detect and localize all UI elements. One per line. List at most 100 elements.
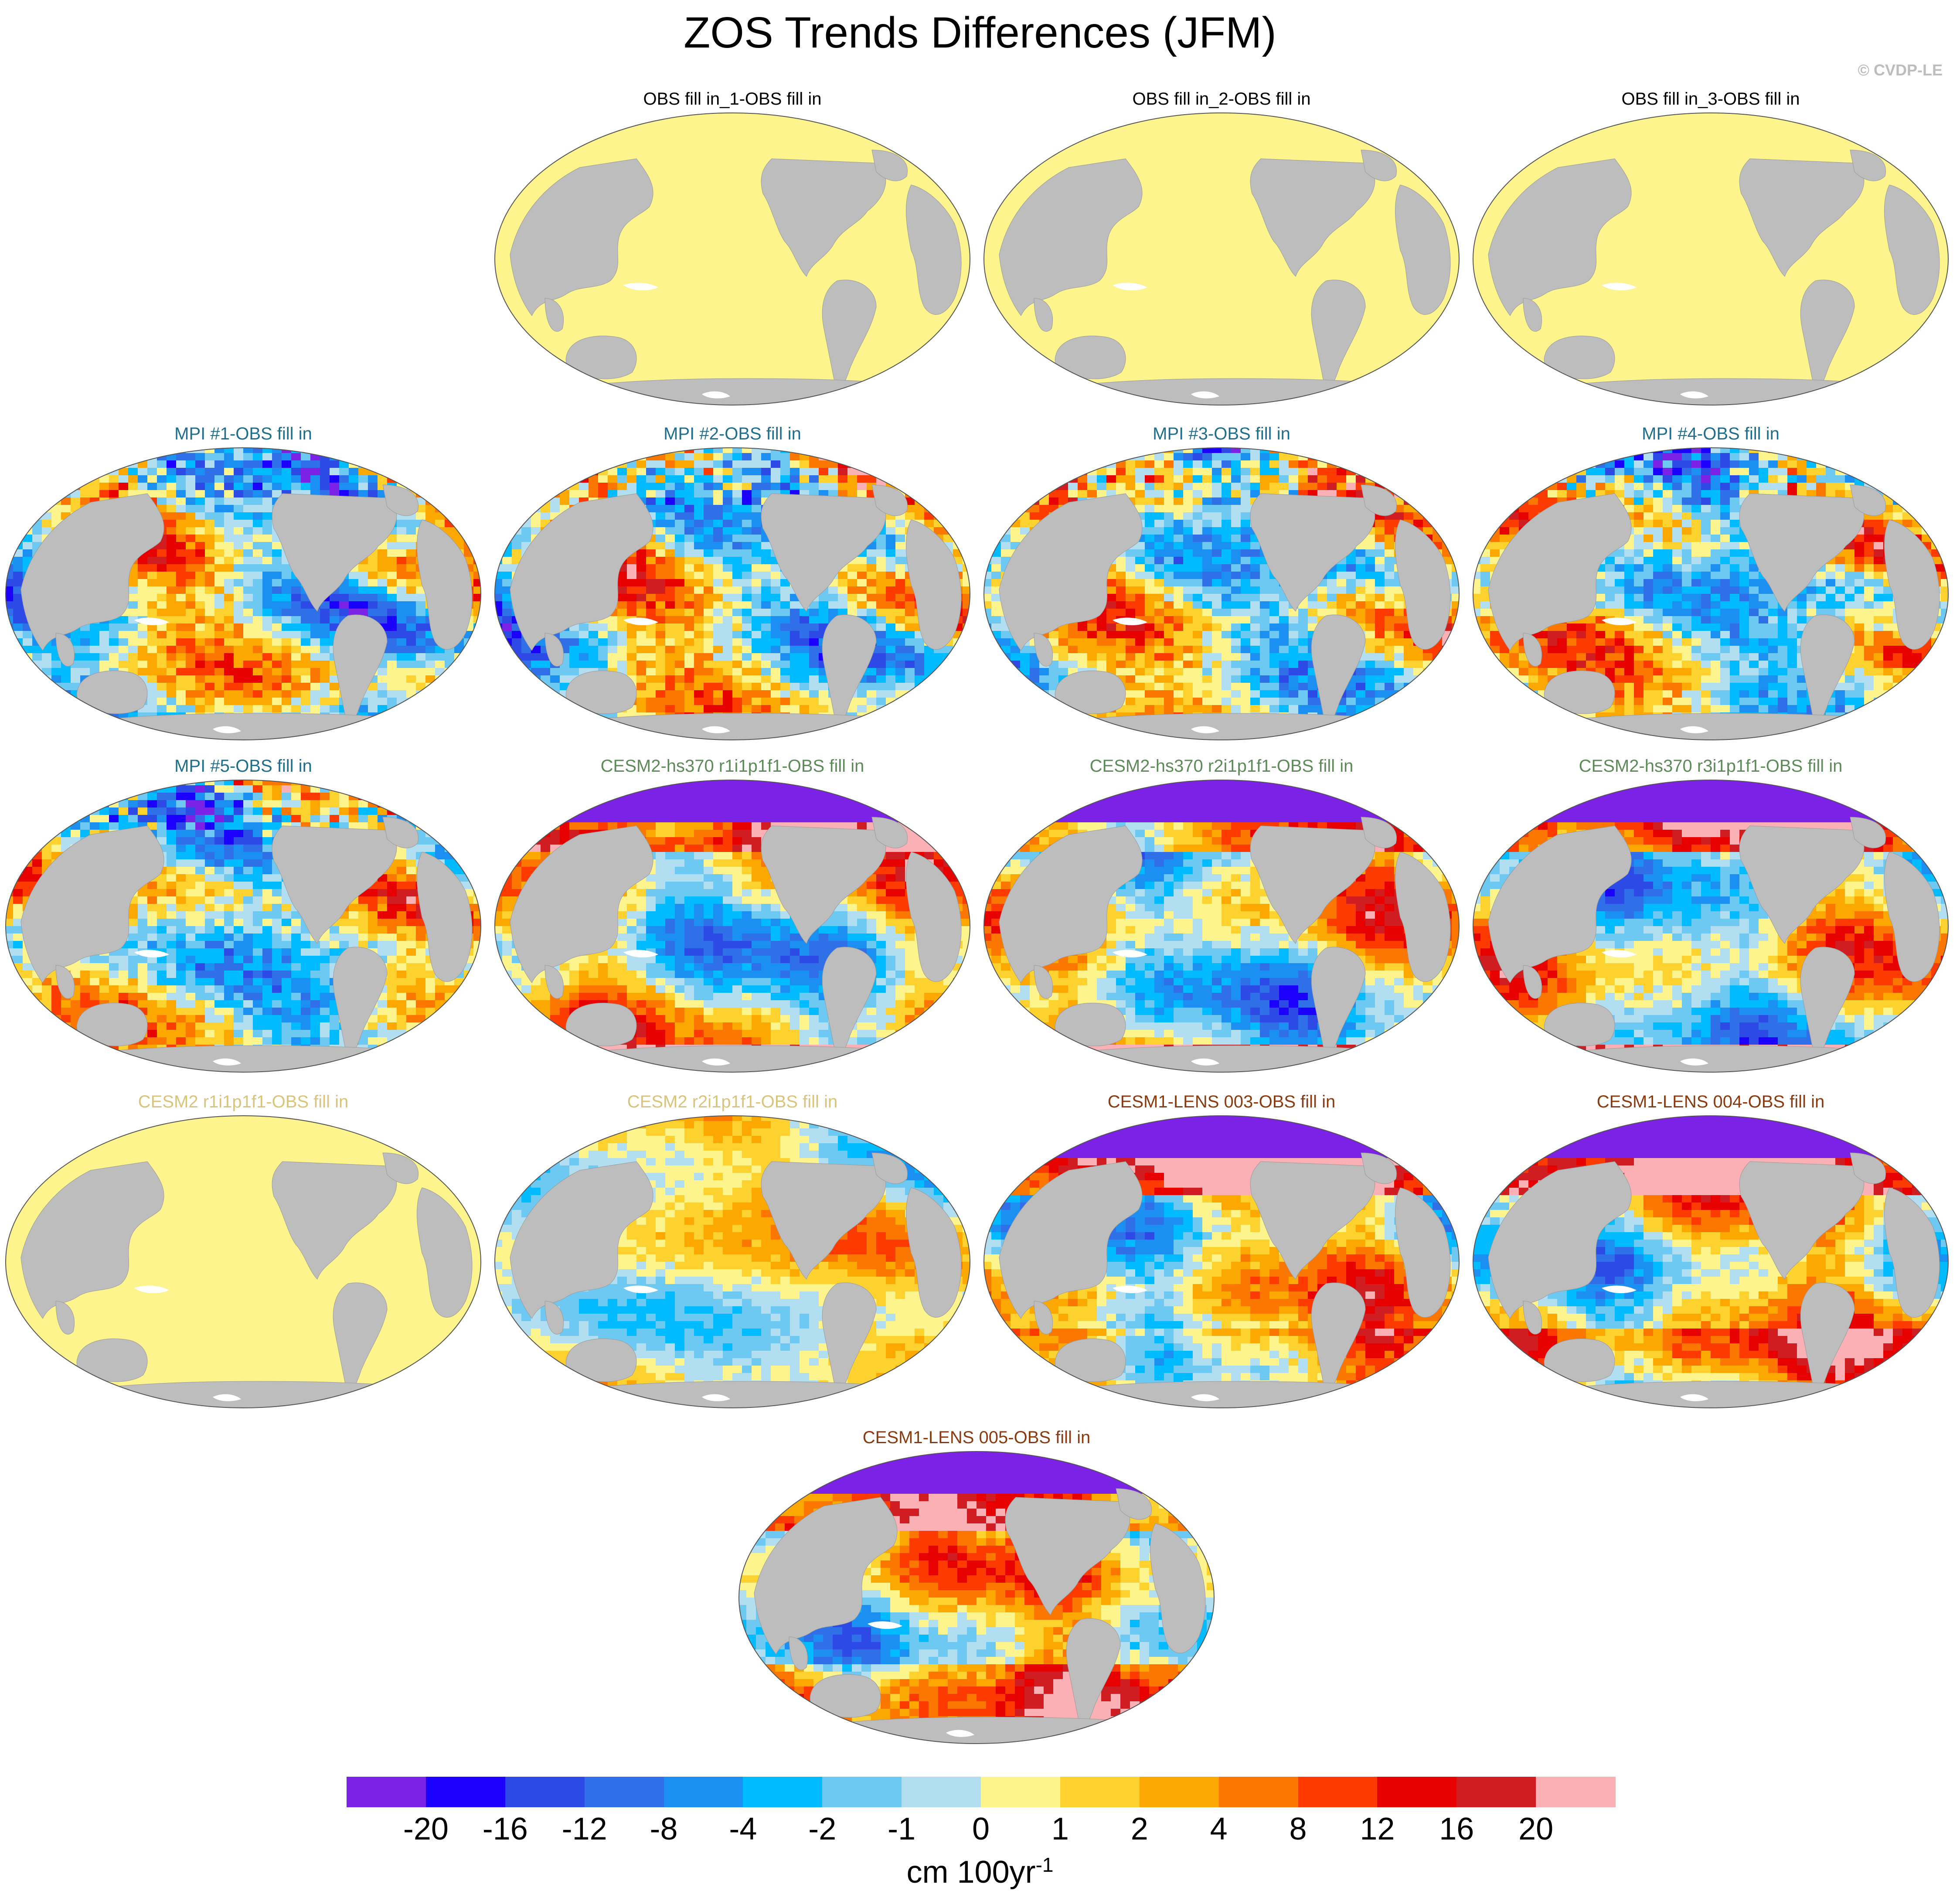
panel-title: MPI #2-OBS fill in <box>493 422 972 446</box>
missing-data-patch <box>1113 1285 1147 1293</box>
missing-data-patch <box>134 950 169 957</box>
world-map <box>983 1115 1460 1408</box>
colorbar-tick-label: -8 <box>620 1809 708 1849</box>
missing-data-patch <box>702 1394 730 1401</box>
land-mass <box>906 1187 962 1318</box>
land-mass <box>1488 158 1632 316</box>
missing-data-patch <box>1680 1058 1708 1066</box>
missing-data-patch <box>1191 726 1219 733</box>
land-mass <box>510 158 653 316</box>
panel-title: CESM2 r2i1p1f1-OBS fill in <box>493 1090 972 1114</box>
land-mass <box>1739 825 1865 944</box>
land-mass <box>1544 670 1615 714</box>
map-panel: MPI #4-OBS fill in <box>1471 422 1950 742</box>
map-outline <box>1473 447 1949 740</box>
land-mass <box>1850 150 1886 181</box>
page-title: ZOS Trends Differences (JFM) <box>0 4 1960 61</box>
map-panel: MPI #2-OBS fill in <box>493 422 972 742</box>
land-mass <box>510 825 653 983</box>
colorbar-tick-label: -16 <box>462 1809 549 1849</box>
map-outline <box>494 1115 970 1408</box>
missing-data-patch <box>134 617 169 625</box>
colorbar-tick-label: 0 <box>937 1809 1024 1849</box>
land-mass <box>1395 852 1451 982</box>
land-mass <box>1544 1338 1615 1382</box>
land-mass <box>1055 335 1126 379</box>
missing-data-patch <box>213 1058 241 1066</box>
land-mass <box>1523 633 1542 667</box>
map-panel: CESM1-LENS 004-OBS fill in <box>1471 1090 1950 1410</box>
land-mass <box>1034 1301 1053 1335</box>
land-mass <box>1488 1161 1632 1319</box>
land-mass <box>544 965 564 999</box>
land-mass <box>1361 1152 1397 1184</box>
land-mass <box>761 825 886 944</box>
land-mass <box>1488 493 1632 651</box>
world-map <box>494 447 970 740</box>
map-outline <box>1473 780 1949 1073</box>
land-mass <box>1850 1152 1886 1184</box>
land-mass <box>510 1161 653 1319</box>
missing-data-patch <box>623 283 658 290</box>
world-map <box>983 447 1460 740</box>
panel-title: CESM2-hs370 r2i1p1f1-OBS fill in <box>982 754 1461 778</box>
map-panel: CESM2 r1i1p1f1-OBS fill in <box>3 1090 483 1410</box>
land-mass <box>565 1338 637 1382</box>
land-mass <box>761 158 886 277</box>
land-mass <box>272 825 397 944</box>
map-outline <box>983 780 1460 1073</box>
land-mass <box>1250 825 1375 944</box>
panel-title: MPI #5-OBS fill in <box>3 754 483 778</box>
land-mass <box>76 1338 148 1382</box>
land-mass <box>55 965 75 999</box>
panel-title: OBS fill in_2-OBS fill in <box>982 87 1461 111</box>
world-map <box>494 1115 970 1408</box>
missing-data-patch <box>1113 617 1147 625</box>
panel-title: CESM2 r1i1p1f1-OBS fill in <box>3 1090 483 1114</box>
colorbar-swatch <box>347 1777 426 1807</box>
map-panel: CESM1-LENS 003-OBS fill in <box>982 1090 1461 1410</box>
land-mass <box>76 670 148 714</box>
missing-data-patch <box>1680 726 1708 733</box>
land-mass <box>1884 852 1940 982</box>
land-mass <box>1884 1187 1940 1318</box>
land-mass <box>20 1161 164 1319</box>
missing-data-patch <box>702 391 730 399</box>
colorbar-swatch <box>425 1777 506 1807</box>
colorbar-tick-label: 8 <box>1255 1809 1342 1849</box>
panel-title: CESM1-LENS 005-OBS fill in <box>737 1426 1216 1449</box>
panel-title: CESM1-LENS 003-OBS fill in <box>982 1090 1461 1114</box>
colorbar-units: cm 100yr-1 <box>0 1853 1960 1890</box>
colorbar-swatch <box>743 1777 823 1807</box>
land-mass <box>999 158 1143 316</box>
world-map <box>1473 1115 1949 1408</box>
missing-data-patch <box>623 950 658 957</box>
land-mass <box>1544 335 1615 379</box>
map-outline <box>983 447 1460 740</box>
colorbar-tick-label: -12 <box>541 1809 628 1849</box>
missing-data-patch <box>1113 283 1147 290</box>
missing-data-patch <box>1602 617 1637 625</box>
colorbar-tick-label: 12 <box>1334 1809 1421 1849</box>
land-mass <box>1884 184 1940 315</box>
land-mass <box>871 817 908 848</box>
missing-data-patch <box>213 726 241 733</box>
missing-data-patch <box>1680 391 1708 399</box>
land-mass <box>871 484 908 516</box>
land-mass <box>20 493 164 651</box>
map-outline <box>983 1115 1460 1408</box>
map-outline <box>5 1115 481 1408</box>
colorbar-swatch <box>1456 1777 1536 1807</box>
colorbar-swatch <box>1298 1777 1378 1807</box>
colorbar-swatch <box>1377 1777 1457 1807</box>
world-map <box>1473 780 1949 1073</box>
land-mass <box>1395 519 1451 650</box>
land-mass <box>999 493 1143 651</box>
land-mass <box>871 150 908 181</box>
land-mass <box>1488 825 1632 983</box>
land-mass <box>761 1161 886 1280</box>
land-mass <box>510 493 653 651</box>
panel-title: CESM2-hs370 r3i1p1f1-OBS fill in <box>1471 754 1950 778</box>
units-text: cm 100yr <box>907 1855 1036 1890</box>
colorbar-swatch <box>505 1777 585 1807</box>
